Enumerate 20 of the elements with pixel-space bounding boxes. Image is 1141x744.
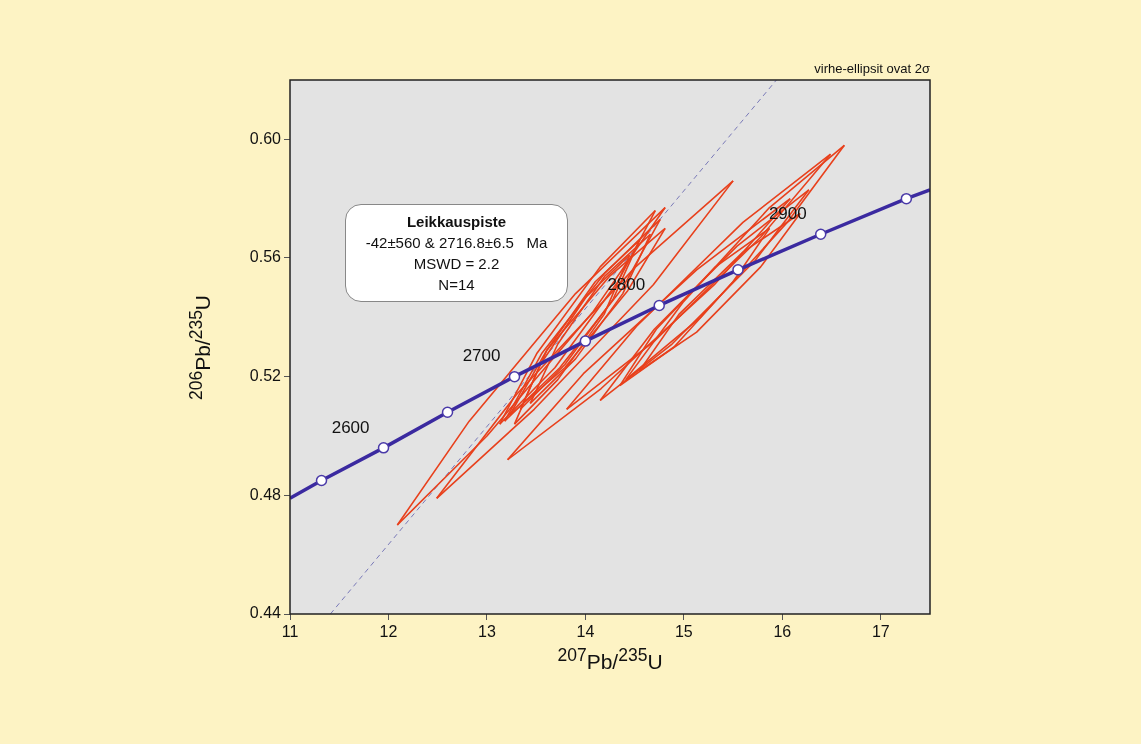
y-tick-label: 0.56: [249, 248, 282, 266]
x-tick-label: 14: [576, 623, 595, 641]
text: virhe-ellipsit ovat 2σ: [814, 61, 930, 77]
x-tick-label: 13: [478, 623, 496, 641]
annotation: MSWD = 2.2: [412, 254, 501, 274]
y-tick-label: 0.44: [249, 604, 282, 622]
annotation: 2600: [331, 417, 370, 437]
x-tick-label: 11: [281, 623, 299, 641]
x-tick-label: 15: [674, 623, 693, 641]
x-tick-label: 16: [773, 623, 792, 641]
annotation: N=14: [437, 275, 476, 295]
annotation: -42±560 & 2716.8±6.5 Ma: [364, 233, 549, 253]
y-tick-label: 0.48: [249, 485, 282, 503]
annotation: 2700: [462, 346, 501, 366]
x-tick-label: 17: [871, 623, 890, 641]
y-tick-label: 0.60: [249, 129, 282, 147]
x-tick-label: 12: [379, 623, 398, 641]
y-tick-label: 0.52: [249, 367, 282, 385]
annotation: Leikkauspiste: [405, 212, 508, 232]
x-axis-title: $^{207}$Pb/$^{235}$U: [556, 645, 664, 674]
